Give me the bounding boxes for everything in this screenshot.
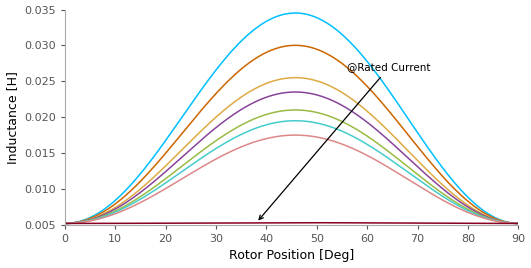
Text: @Rated Current: @Rated Current [259, 62, 431, 219]
Y-axis label: Inductance [H]: Inductance [H] [5, 71, 19, 164]
X-axis label: Rotor Position [Deg]: Rotor Position [Deg] [229, 250, 354, 262]
